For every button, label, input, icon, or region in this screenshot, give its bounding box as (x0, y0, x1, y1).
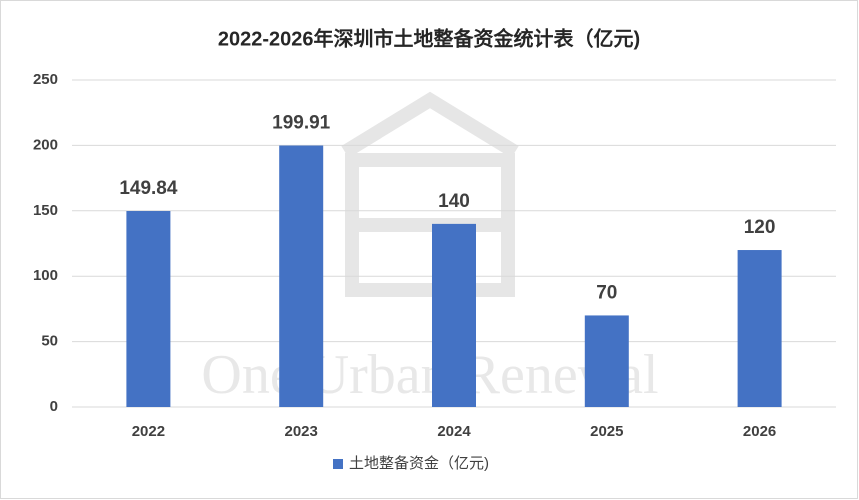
data-label: 140 (438, 191, 470, 212)
bar (584, 315, 629, 407)
bar (126, 211, 171, 407)
x-tick-label: 2023 (285, 423, 318, 440)
data-label: 120 (744, 217, 776, 238)
bar (279, 145, 324, 408)
x-tick-label: 2025 (590, 423, 623, 440)
y-tick-label: 150 (33, 202, 58, 219)
y-tick-label: 200 (33, 136, 58, 153)
y-tick-label: 0 (50, 398, 58, 415)
bar (737, 250, 782, 407)
y-tick-label: 250 (33, 71, 58, 88)
chart-title: 2022-2026年深圳市土地整备资金统计表（亿元) (218, 26, 640, 50)
y-tick-label: 100 (33, 267, 58, 284)
data-label: 199.91 (272, 113, 331, 134)
bar (432, 223, 476, 407)
legend-label: 土地整备资金（亿元) (349, 455, 489, 472)
watermark-logo (341, 91, 519, 297)
x-tick-label: 2026 (743, 423, 776, 440)
x-tick-label: 2022 (132, 423, 165, 440)
y-tick-label: 50 (41, 333, 58, 350)
x-tick-label: 2024 (437, 423, 471, 440)
data-label: 149.84 (119, 178, 178, 199)
data-label: 70 (596, 282, 617, 303)
watermark-text: One Urban Renewal (201, 344, 658, 406)
legend-swatch (333, 459, 343, 469)
